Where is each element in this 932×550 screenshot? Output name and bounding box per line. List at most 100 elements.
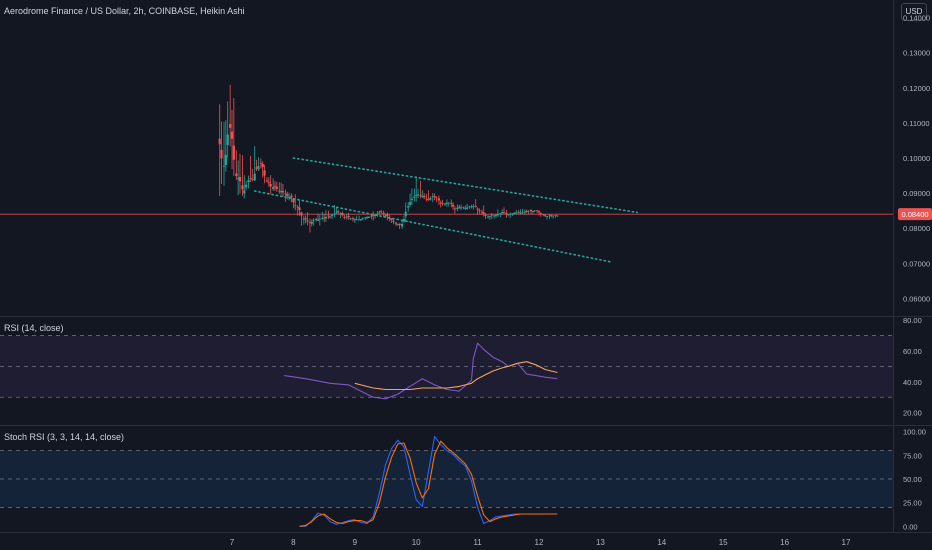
candle: [407, 202, 410, 212]
candle-body: [490, 214, 493, 216]
candle: [484, 213, 487, 219]
candle: [447, 202, 450, 207]
candle: [315, 217, 318, 222]
rsi-tick-label: 80.00: [903, 316, 922, 325]
price-tick-label: 0.11000: [903, 119, 930, 128]
candle-body: [308, 222, 312, 224]
candle-body: [333, 213, 336, 215]
price-tick-label: 0.14000: [903, 14, 930, 23]
candle: [470, 204, 473, 209]
candle: [519, 209, 522, 215]
time-tick-label: 10: [412, 538, 421, 547]
candle: [431, 193, 434, 203]
candle: [292, 198, 295, 209]
candle: [247, 175, 250, 189]
candle: [419, 180, 422, 199]
candle-body: [367, 216, 371, 218]
candle: [545, 215, 549, 220]
candle: [480, 209, 483, 215]
candle-body: [259, 162, 262, 164]
candle: [238, 153, 242, 194]
candle: [261, 161, 264, 178]
candle: [527, 210, 530, 214]
candle-body: [542, 214, 545, 215]
candle: [251, 168, 254, 182]
candle-body: [243, 190, 246, 194]
candle: [427, 190, 430, 202]
candle-body: [249, 178, 252, 179]
candle-body: [327, 215, 330, 217]
candle-body: [315, 219, 318, 220]
candle: [272, 178, 275, 192]
candle: [337, 209, 340, 215]
candle: [253, 146, 256, 182]
candle-body: [416, 194, 420, 196]
candle-body: [237, 178, 240, 179]
candle-body: [238, 176, 242, 182]
candle-body: [545, 215, 549, 217]
candle-body: [355, 219, 358, 221]
price-tick-label: 0.10000: [903, 154, 930, 163]
candle: [343, 214, 346, 220]
candle-body: [536, 210, 539, 212]
candle: [359, 219, 363, 222]
candle: [318, 214, 321, 226]
candle-body: [255, 167, 258, 169]
candle-body: [493, 215, 496, 217]
candle-body: [392, 220, 395, 222]
candle: [280, 182, 283, 195]
candle: [410, 188, 414, 206]
candle-body: [218, 138, 221, 145]
candle-body: [353, 219, 356, 220]
candle: [456, 204, 459, 212]
candle: [478, 208, 481, 214]
candle-body: [261, 163, 264, 168]
candle-body: [533, 210, 536, 212]
candle-body: [286, 193, 289, 196]
candle: [376, 211, 379, 217]
price-tick-label: 0.07000: [903, 259, 930, 268]
candle-body: [257, 166, 260, 170]
candle-body: [488, 215, 491, 217]
candle: [306, 212, 309, 226]
candle-body: [306, 220, 309, 222]
candle: [316, 213, 320, 221]
candle: [265, 176, 269, 183]
candle: [241, 155, 244, 196]
candle-body: [410, 198, 414, 200]
candle-body: [453, 208, 456, 210]
candle-body: [539, 212, 542, 214]
candle: [229, 84, 232, 147]
candle-body: [263, 170, 266, 176]
candle: [394, 221, 398, 227]
candle: [237, 160, 240, 196]
candle: [451, 202, 455, 210]
currency-button[interactable]: USD: [901, 3, 927, 21]
candle: [330, 213, 334, 220]
candle-body: [517, 212, 520, 213]
candle-body: [502, 212, 506, 213]
candle: [235, 150, 238, 180]
candle: [554, 215, 557, 218]
candle-body: [429, 198, 432, 200]
candle: [308, 218, 312, 233]
candle: [501, 209, 504, 215]
candle: [539, 212, 542, 217]
candle-body: [456, 207, 459, 209]
candle-body: [357, 219, 361, 221]
candle-body: [501, 212, 504, 213]
candle: [324, 209, 328, 222]
candle-body: [486, 216, 490, 218]
candle: [529, 209, 533, 215]
candle: [550, 214, 553, 218]
candle: [392, 219, 395, 225]
candle: [220, 121, 223, 184]
candle-body: [525, 211, 528, 212]
candle-body: [222, 165, 226, 167]
candle-body: [370, 215, 373, 217]
candle: [413, 188, 416, 202]
candle-body: [312, 219, 315, 221]
candle-body: [494, 214, 498, 216]
candle-body: [496, 214, 499, 216]
